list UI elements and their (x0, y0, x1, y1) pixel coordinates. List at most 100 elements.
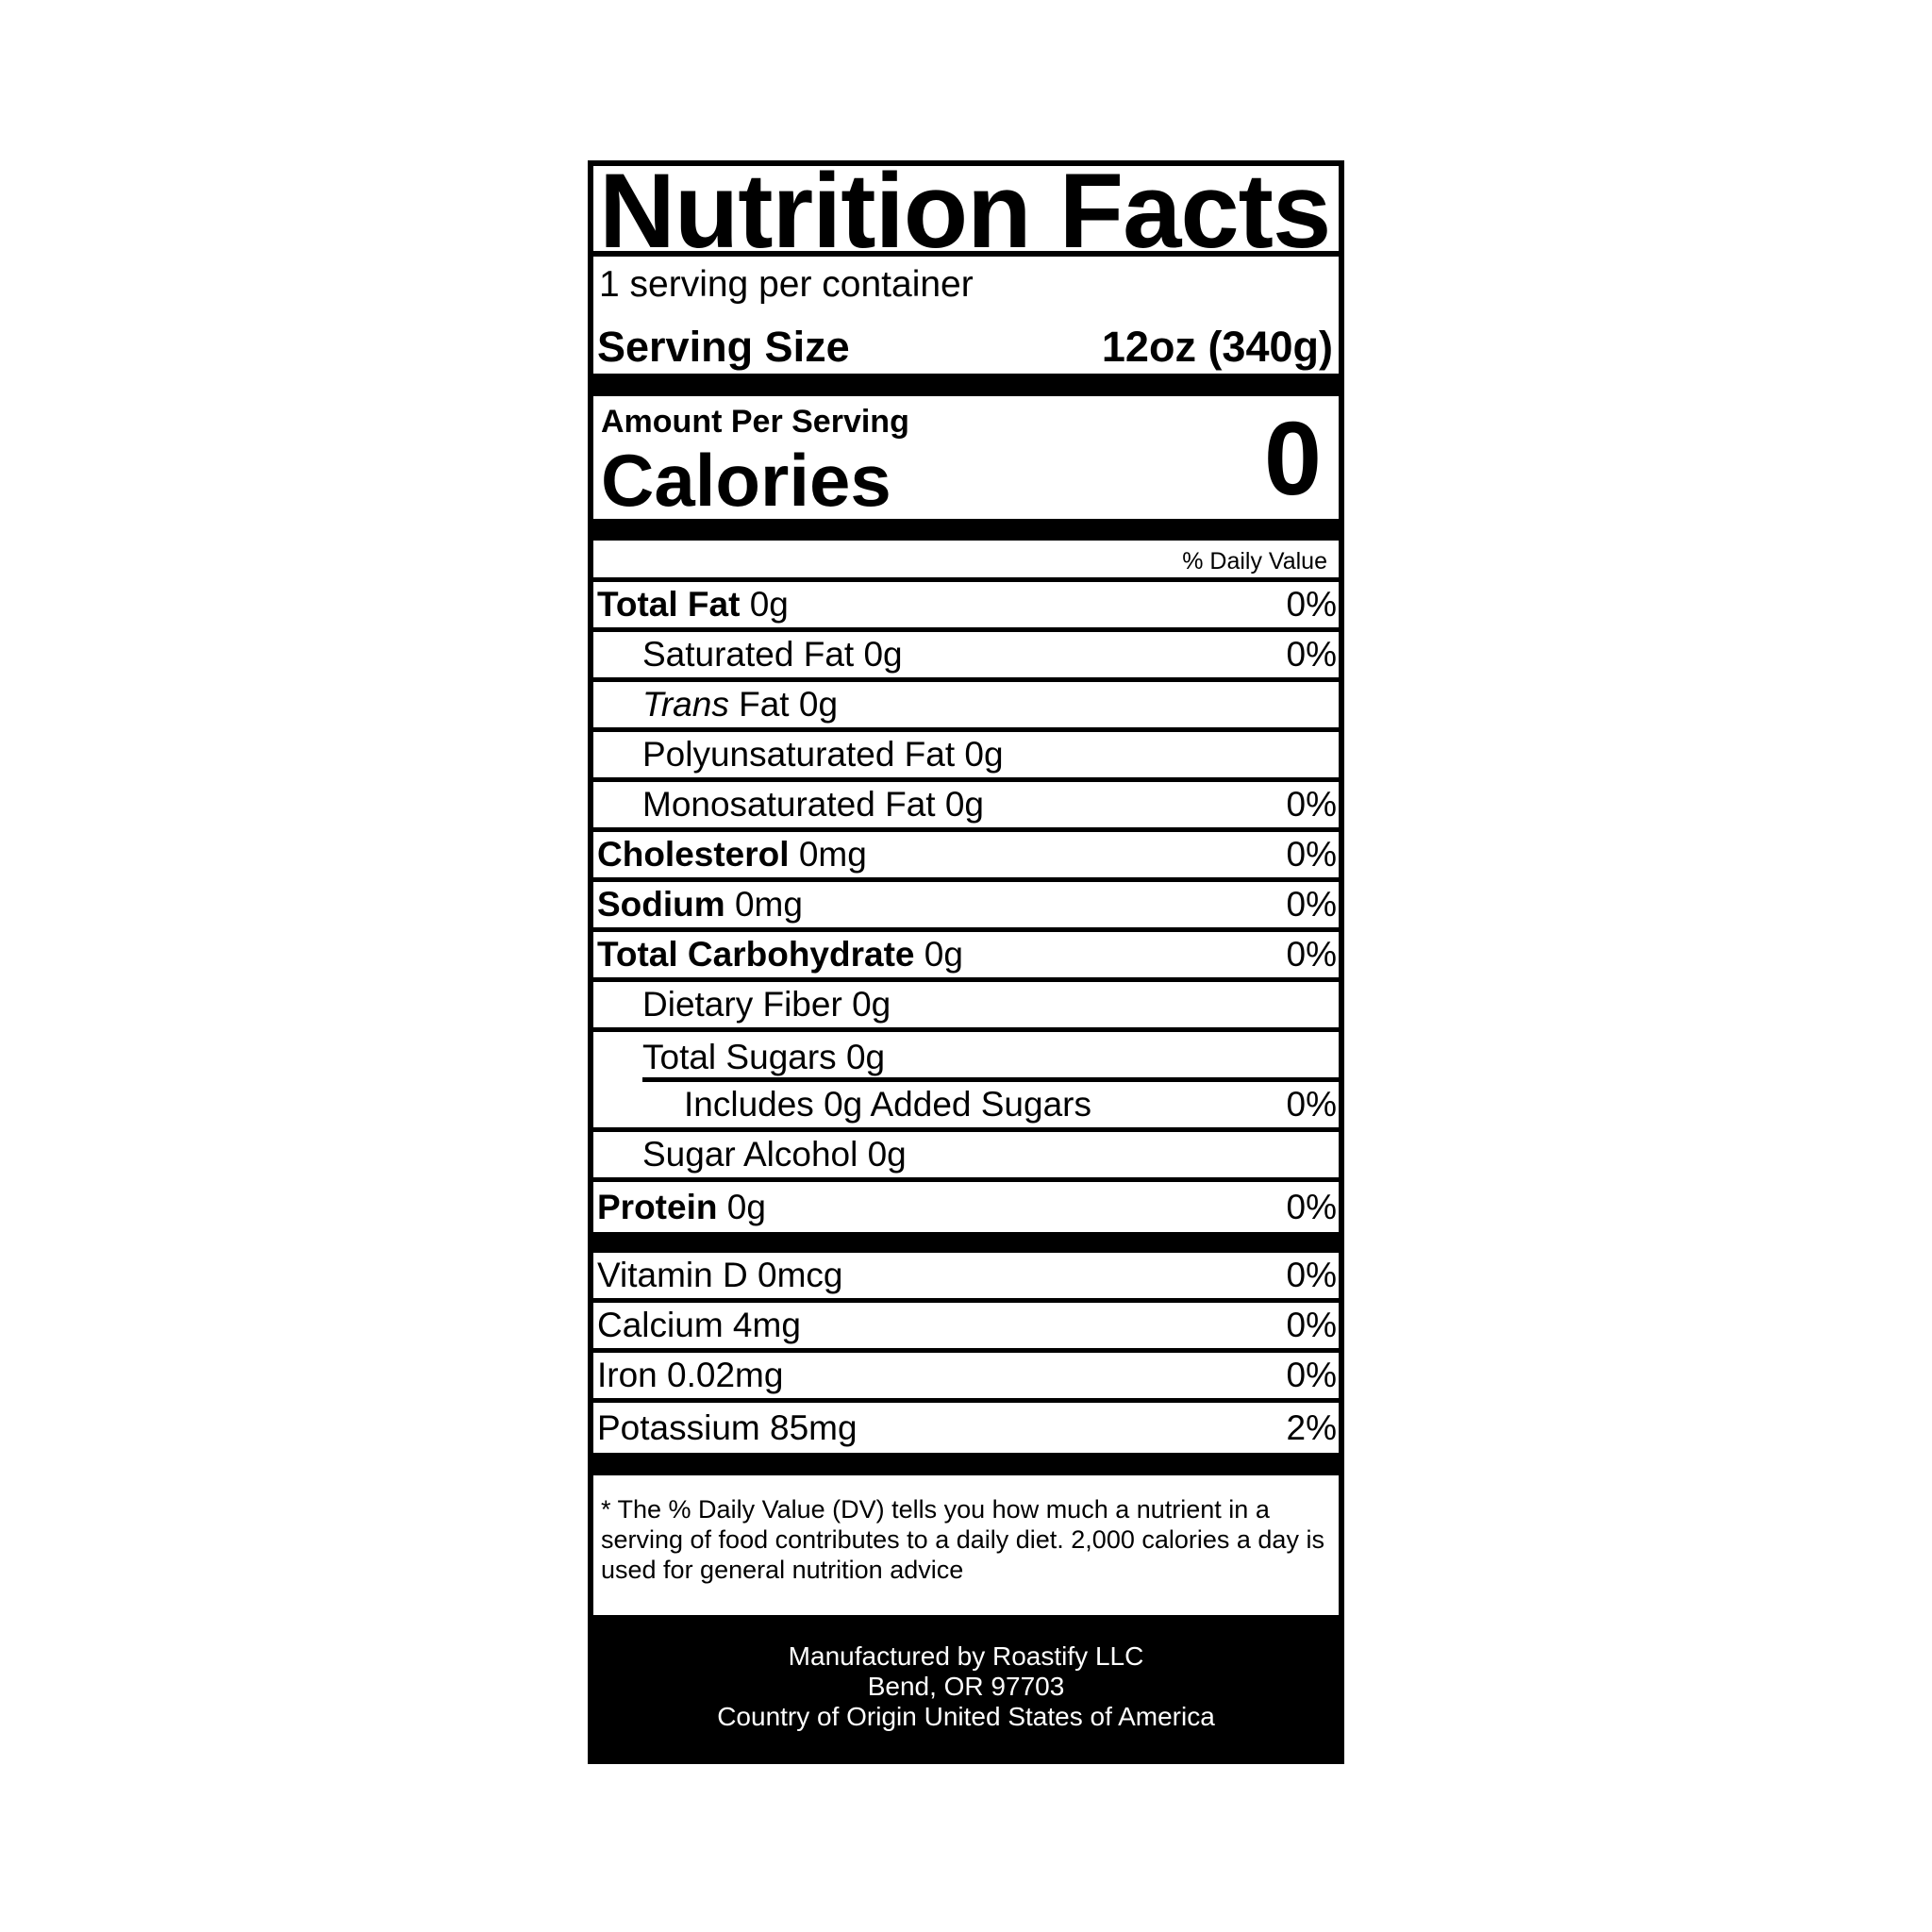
nutrient-label: Dietary Fiber (642, 985, 842, 1024)
nutrient-amount: 0g (867, 1135, 907, 1174)
daily-value-percent: 0% (1286, 1187, 1337, 1226)
daily-value-percent: 0% (1286, 785, 1337, 824)
thick-divider (593, 1232, 1339, 1253)
amount-per-serving: Amount Per Serving (601, 404, 909, 440)
nutrient-amount: 4mg (732, 1306, 801, 1344)
nutrient-label: Sugar Alcohol (642, 1135, 858, 1174)
daily-value-header: % Daily Value (593, 541, 1339, 582)
nutrient-row: Total Sugars 0g (593, 1032, 1339, 1082)
daily-value-percent: 2% (1286, 1407, 1337, 1447)
nutrient-name: Vitamin D 0mcg (597, 1256, 842, 1295)
daily-value-percent: 0% (1286, 835, 1337, 874)
nutrient-label: Fat (739, 685, 790, 724)
nutrient-list: Total Fat 0g 0% Saturated Fat 0g 0% Trans Fa… (593, 582, 1339, 1232)
nutrient-row: Sodium 0mg 0% (593, 882, 1339, 932)
nutrient-name: Total Sugars 0g (597, 1038, 885, 1077)
nutrient-amount: 0g (924, 935, 963, 974)
vitamin-list: Vitamin D 0mcg 0% Calcium 4mg 0% Iron 0.02mg… (593, 1253, 1339, 1453)
serving-size-label: Serving Size (597, 323, 850, 371)
nutrient-row: Cholesterol 0mg 0% (593, 832, 1339, 882)
daily-value-percent: 0% (1286, 1256, 1337, 1294)
footnote: * The % Daily Value (DV) tells you how m… (593, 1475, 1339, 1615)
nutrient-label: Iron (597, 1356, 658, 1394)
nutrient-label: Total Fat (597, 585, 741, 624)
nutrient-row: Dietary Fiber 0g (593, 982, 1339, 1032)
serving-size: Serving Size 12oz (340g) (597, 323, 1333, 372)
nutrient-amount: 0g (726, 1187, 766, 1226)
nutrient-label: Includes 0g Added Sugars (684, 1085, 1091, 1124)
nutrient-amount: 0mg (734, 885, 803, 924)
nutrient-row: Vitamin D 0mcg 0% (593, 1253, 1339, 1303)
thick-divider (593, 519, 1339, 541)
nutrient-label: Potassium (597, 1407, 760, 1447)
nutrient-name: Potassium 85mg (597, 1408, 858, 1448)
nutrient-name: Sugar Alcohol 0g (597, 1135, 907, 1174)
nutrient-amount: 0g (964, 735, 1004, 774)
nutrient-row: Iron 0.02mg 0% (593, 1353, 1339, 1403)
nutrient-amount: 0g (749, 585, 789, 624)
nutrient-row: Calcium 4mg 0% (593, 1303, 1339, 1353)
nutrient-label: Vitamin D (597, 1256, 748, 1294)
nutrient-label: Total Sugars (642, 1037, 837, 1076)
origin-line: Country of Origin United States of Ameri… (717, 1702, 1215, 1731)
nutrient-amount: 0mg (798, 835, 867, 874)
nutrient-name: Dietary Fiber 0g (597, 985, 891, 1024)
nutrient-amount: 0g (863, 635, 903, 674)
servings-per-container: 1 serving per container (599, 264, 974, 305)
manufacturer-info: Manufactured by Roastify LLC Bend, OR 97… (593, 1615, 1339, 1764)
nutrient-name: Iron 0.02mg (597, 1356, 783, 1395)
nutrient-label: Monosaturated Fat (642, 785, 936, 824)
nutrition-facts-label: Nutrition Facts 1 serving per container … (588, 160, 1344, 1764)
nutrient-name-italic: Trans (642, 685, 729, 724)
nutrient-name: Total Fat 0g (597, 585, 789, 625)
serving-size-value: 12oz (340g) (1101, 323, 1333, 371)
daily-value-percent: 0% (1286, 1306, 1337, 1344)
daily-value-percent: 0% (1286, 585, 1337, 624)
calories-label: Calories (601, 439, 891, 522)
nutrient-amount: 0g (798, 685, 839, 724)
nutrient-label: Cholesterol (597, 835, 790, 874)
nutrient-label: Sodium (597, 885, 725, 924)
nutrient-row: Polyunsaturated Fat 0g (593, 732, 1339, 782)
nutrient-row: Saturated Fat 0g 0% (593, 632, 1339, 682)
thick-divider (593, 1453, 1339, 1475)
calories-section: Amount Per Serving Calories 0 (593, 396, 1339, 522)
nutrient-label: Total Carbohydrate (597, 935, 915, 974)
nutrient-row: Total Fat 0g 0% (593, 582, 1339, 632)
nutrient-name: Protein 0g (597, 1188, 766, 1227)
nutrient-amount: 0.02mg (667, 1356, 784, 1394)
daily-value-percent: 0% (1286, 885, 1337, 924)
nutrient-row: Potassium 85mg 2% (593, 1403, 1339, 1453)
nutrient-amount: 0g (944, 785, 984, 824)
nutrient-amount: 0mcg (758, 1256, 843, 1294)
address-line: Bend, OR 97703 (867, 1672, 1065, 1701)
nutrient-row: Trans Fat 0g (593, 682, 1339, 732)
daily-value-percent: 0% (1286, 1085, 1337, 1124)
footnote-text: * The % Daily Value (DV) tells you how m… (601, 1495, 1324, 1584)
nutrient-amount: 85mg (770, 1407, 858, 1447)
nutrient-name: Sodium 0mg (597, 885, 803, 924)
nutrient-row: Sugar Alcohol 0g (593, 1132, 1339, 1182)
nutrient-label: Saturated Fat (642, 635, 855, 674)
serving-section: 1 serving per container Serving Size 12o… (593, 257, 1339, 374)
nutrient-name: Trans Fat 0g (597, 685, 838, 724)
nutrient-row: Includes 0g Added Sugars 0% (593, 1082, 1339, 1132)
nutrient-label: Calcium (597, 1306, 724, 1344)
nutrient-name: Monosaturated Fat 0g (597, 785, 984, 824)
nutrient-amount: 0g (845, 1037, 886, 1076)
daily-value-percent: 0% (1286, 635, 1337, 674)
label-title: Nutrition Facts (593, 166, 1339, 257)
nutrient-name: Includes 0g Added Sugars (597, 1085, 1091, 1124)
nutrient-label: Polyunsaturated Fat (642, 735, 956, 774)
thick-divider (593, 374, 1339, 396)
nutrient-row: Protein 0g 0% (593, 1182, 1339, 1232)
nutrient-label: Protein (597, 1187, 718, 1226)
daily-value-percent: 0% (1286, 1356, 1337, 1394)
nutrient-name: Cholesterol 0mg (597, 835, 867, 874)
nutrient-row: Total Carbohydrate 0g 0% (593, 932, 1339, 982)
nutrient-row: Monosaturated Fat 0g 0% (593, 782, 1339, 832)
nutrient-name: Calcium 4mg (597, 1306, 801, 1345)
nutrient-name: Total Carbohydrate 0g (597, 935, 963, 974)
nutrient-amount: 0g (852, 985, 891, 1024)
nutrient-name: Polyunsaturated Fat 0g (597, 735, 1004, 774)
